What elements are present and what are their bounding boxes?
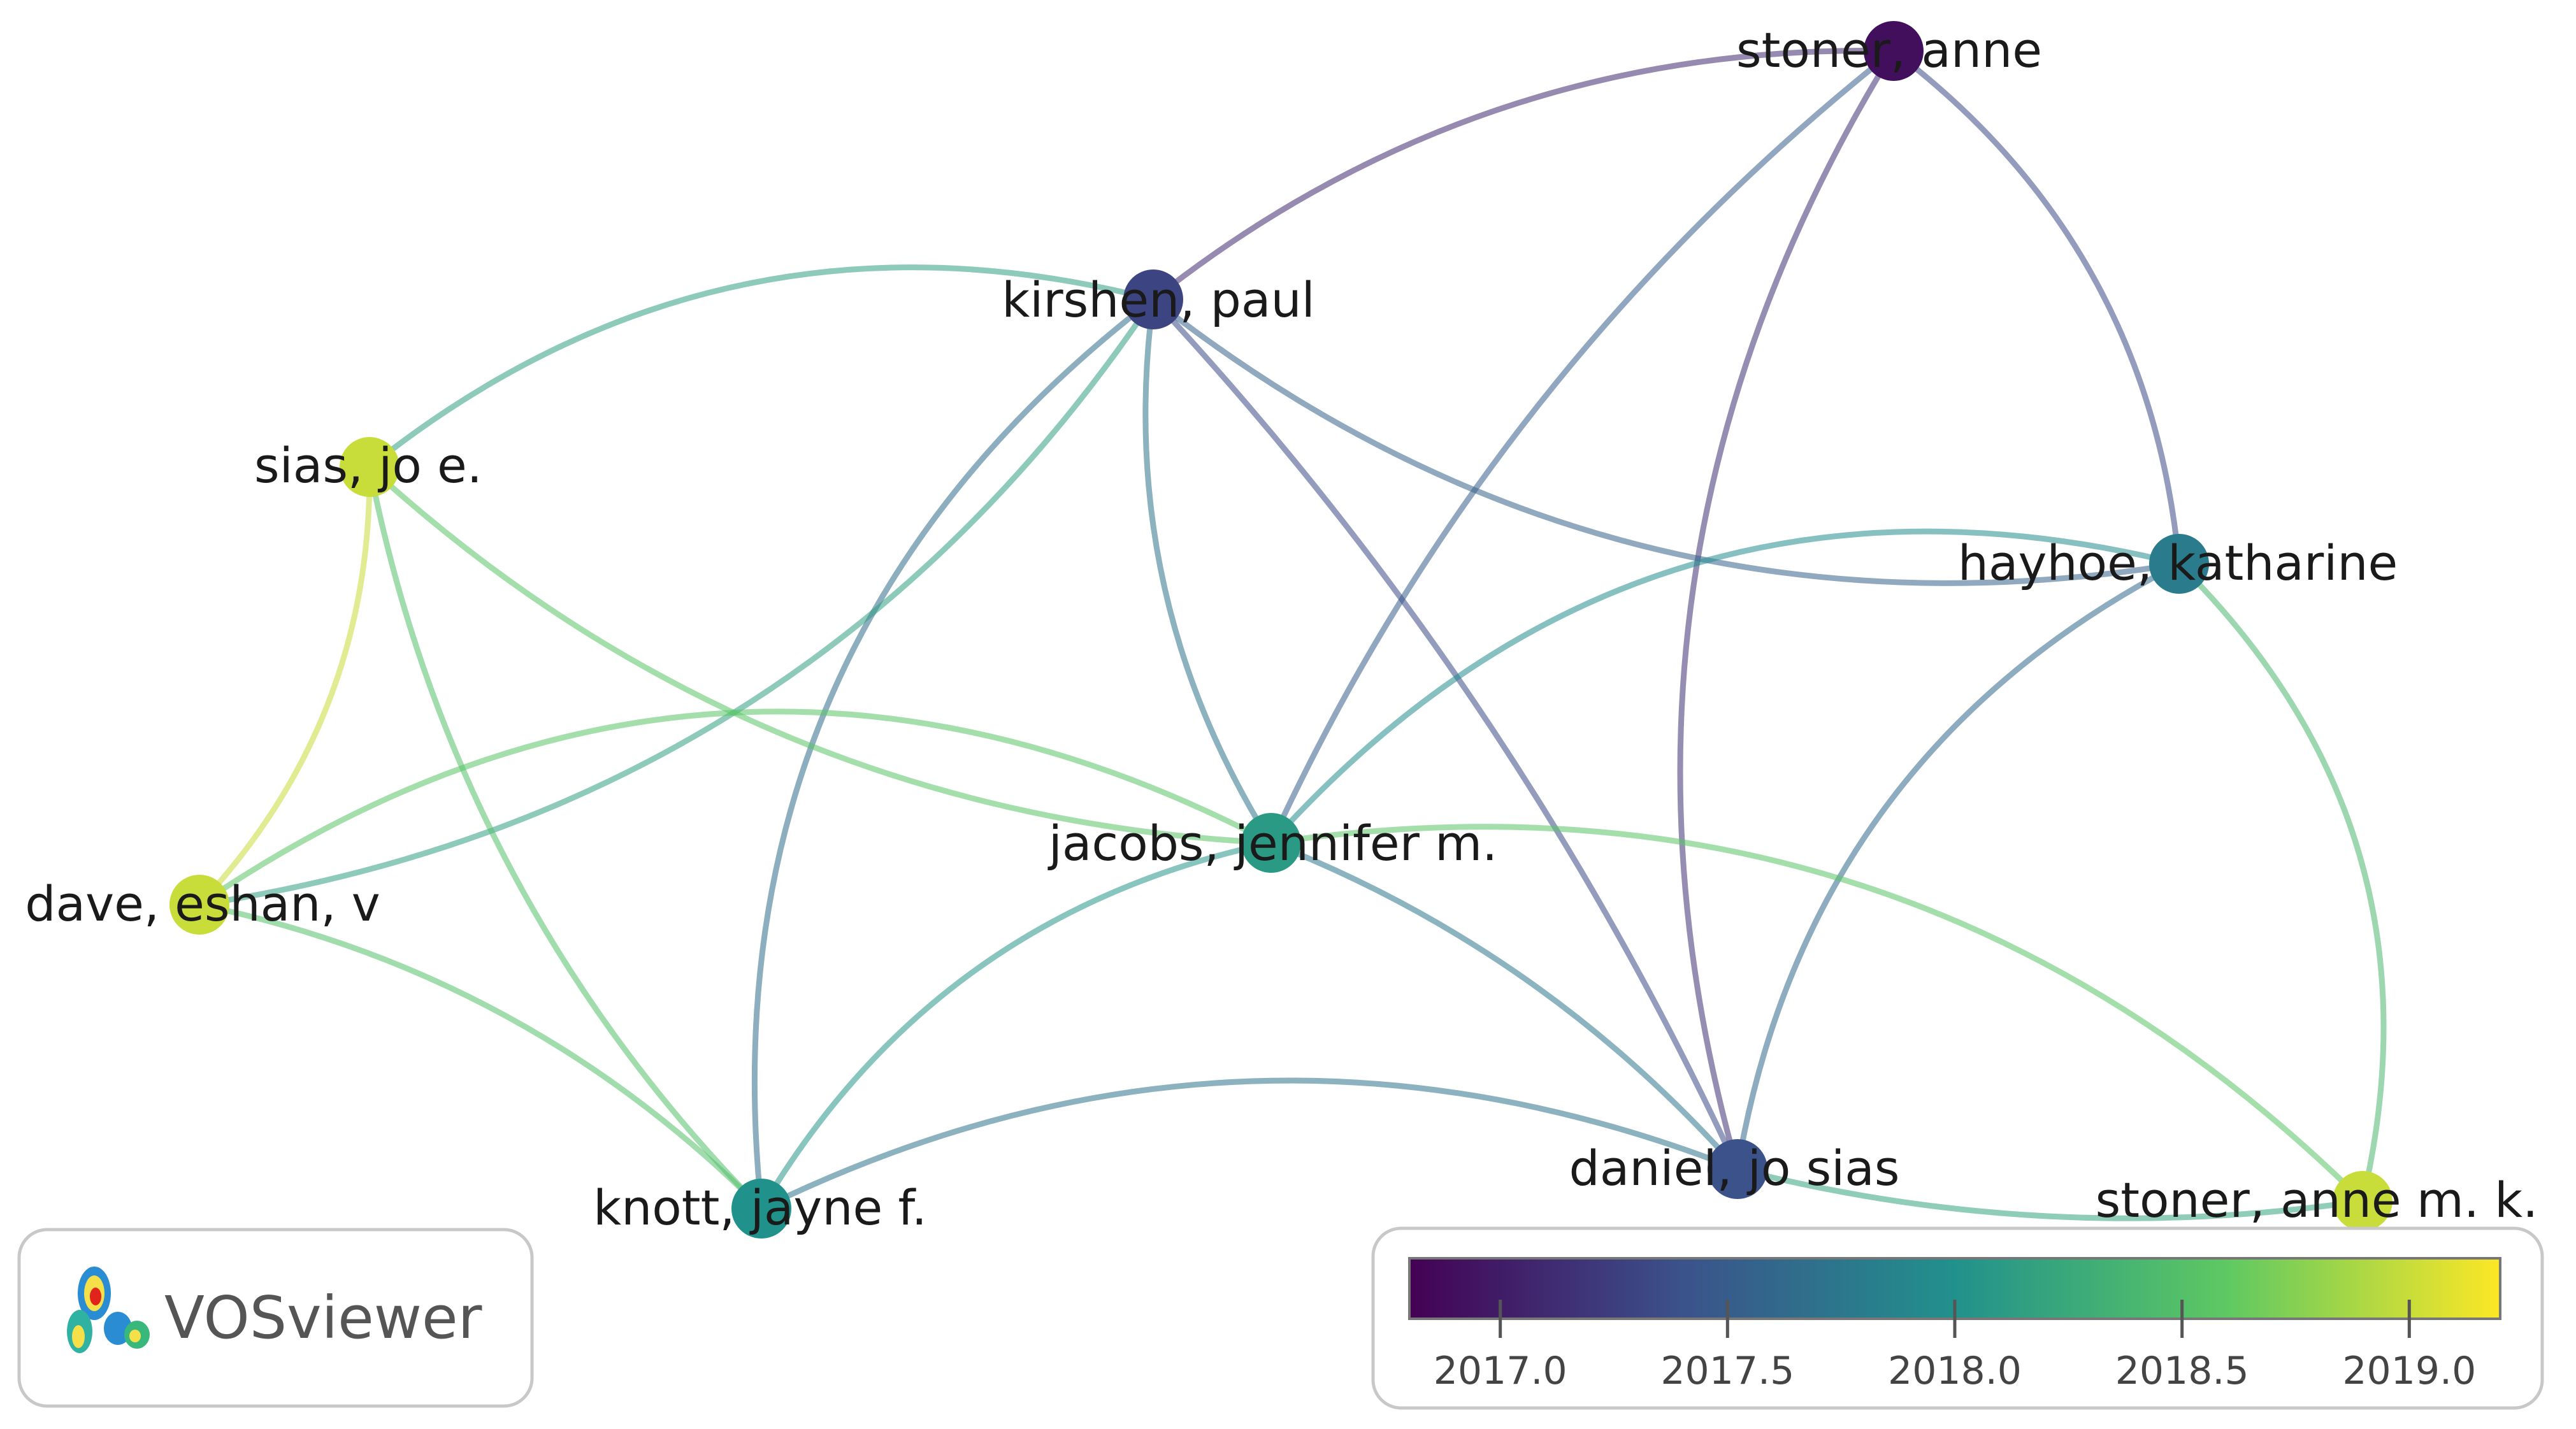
- scale-tick-label: 2018.0: [1888, 1349, 2022, 1393]
- link-stoner_anne-kirshen_paul: [1151, 48, 1894, 302]
- link-hayhoe_katharine-jacobs_jennifer: [1269, 528, 2180, 845]
- node-label-jacobs_jennifer[interactable]: jacobs, jennifer m.: [1047, 815, 1498, 872]
- node-label-daniel_jo_sias[interactable]: daniel, jo sias: [1569, 1140, 1900, 1196]
- vosviewer-logo-icon: [67, 1267, 150, 1353]
- node-label-sias_jo_e[interactable]: sias, jo e.: [254, 437, 482, 494]
- link-jacobs_jennifer-knott_jayne: [759, 840, 1272, 1210]
- link-knott_jayne-daniel_jo_sias: [760, 1077, 1739, 1212]
- node-layer: [169, 21, 2393, 1239]
- link-stoner_anne-hayhoe_katharine: [1892, 48, 2182, 564]
- node-label-knott_jayne[interactable]: knott, jayne f.: [593, 1179, 927, 1236]
- node-label-stoner_anne_mk[interactable]: stoner, anne m. k.: [2096, 1172, 2538, 1228]
- node-knott_jayne[interactable]: [731, 1179, 791, 1239]
- vosviewer-logo-box[interactable]: VOSviewer: [17, 1228, 534, 1408]
- link-kirshen_paul-sias_jo_e: [368, 264, 1155, 470]
- link-sias_jo_e-jacobs_jennifer: [367, 464, 1272, 846]
- link-layer: [197, 48, 2387, 1221]
- node-hayhoe_katharine[interactable]: [2149, 534, 2209, 594]
- link-jacobs_jennifer-stoner_anne_mk: [1270, 824, 2365, 1203]
- link-hayhoe_katharine-stoner_anne_mk: [2177, 561, 2387, 1202]
- link-sias_jo_e-dave_eshan: [197, 466, 373, 907]
- vosviewer-brand-text: VOSviewer: [164, 1284, 482, 1352]
- link-kirshen_paul-dave_eshan: [199, 298, 1156, 908]
- link-kirshen_paul-jacobs_jennifer: [1142, 299, 1274, 845]
- scale-tick-label: 2018.5: [2115, 1349, 2249, 1393]
- color-scale-ticks: 2017.0 2017.5 2018.0 2018.5 2019.0: [1434, 1300, 2476, 1393]
- color-scale-legend: 2017.0 2017.5 2018.0 2018.5 2019.0: [1371, 1226, 2544, 1410]
- node-stoner_anne_mk[interactable]: [2333, 1171, 2393, 1231]
- node-kirshen_paul[interactable]: [1123, 269, 1183, 329]
- link-stoner_anne-daniel_jo_sias: [1677, 49, 1896, 1170]
- node-dave_eshan[interactable]: [169, 875, 229, 935]
- scale-tick-label: 2019.0: [2342, 1349, 2476, 1393]
- link-stoner_anne-jacobs_jennifer: [1268, 48, 1896, 844]
- node-daniel_jo_sias[interactable]: [1708, 1139, 1767, 1199]
- node-sias_jo_e[interactable]: [340, 437, 399, 497]
- link-hayhoe_katharine-daniel_jo_sias: [1734, 561, 2181, 1170]
- scale-tick-label: 2017.5: [1660, 1349, 1794, 1393]
- link-daniel_jo_sias-stoner_anne_mk: [1736, 1166, 2363, 1221]
- node-label-hayhoe_katharine[interactable]: hayhoe, katharine: [1958, 535, 2398, 591]
- link-kirshen_paul-daniel_jo_sias: [1151, 297, 1741, 1170]
- node-label-dave_eshan[interactable]: dave, eshan, v: [25, 875, 380, 932]
- scale-tick-label: 2017.0: [1434, 1349, 1567, 1393]
- node-stoner_anne[interactable]: [1864, 21, 1924, 81]
- link-jacobs_jennifer-daniel_jo_sias: [1270, 840, 1740, 1171]
- link-kirshen_paul-hayhoe_katharine: [1151, 297, 2180, 586]
- link-kirshen_paul-knott_jayne: [751, 297, 1155, 1209]
- node-label-stoner_anne[interactable]: stoner, anne: [1736, 22, 2042, 78]
- node-jacobs_jennifer[interactable]: [1241, 813, 1301, 873]
- label-layer: stoner, anne kirshen, paul sias, jo e. hayh…: [25, 22, 2538, 1236]
- link-sias_jo_e-knott_jayne: [366, 466, 764, 1211]
- link-dave_eshan-knott_jayne: [199, 901, 764, 1211]
- node-label-kirshen_paul[interactable]: kirshen, paul: [1002, 271, 1314, 328]
- link-jacobs_jennifer-dave_eshan: [198, 708, 1273, 907]
